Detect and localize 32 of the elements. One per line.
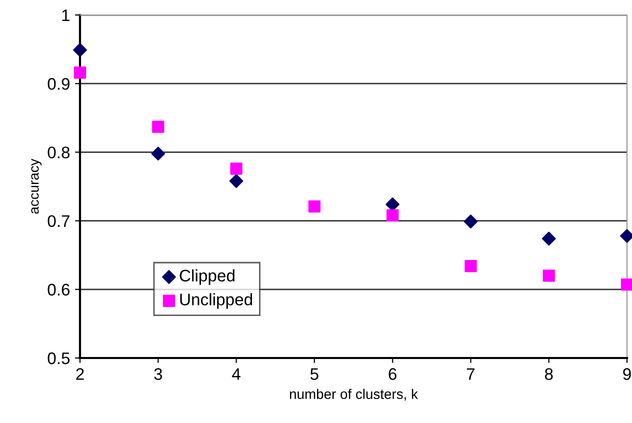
x-tick-label: 2 — [76, 368, 84, 380]
point — [620, 278, 632, 291]
y-tick-label: 1 — [62, 10, 70, 22]
x-tick-label: 3 — [154, 368, 162, 380]
point — [542, 232, 556, 246]
y-tick-label: 0.9 — [48, 78, 70, 90]
y-tick-label: 0.6 — [48, 284, 70, 296]
y-tick-label: 0.8 — [48, 146, 70, 158]
x-tick-label: 8 — [544, 368, 553, 380]
x-tick-label: 5 — [310, 368, 318, 380]
x-tick-label: 6 — [388, 368, 396, 380]
point — [464, 260, 477, 272]
legend-label: Clipped — [180, 269, 234, 285]
point — [73, 43, 87, 57]
point — [386, 209, 399, 222]
point — [151, 146, 166, 160]
x-tick-label: 7 — [466, 368, 475, 380]
x-axis-title: number of clusters, k — [290, 388, 418, 401]
x-tick-label: 4 — [232, 368, 240, 380]
point — [230, 162, 242, 175]
point — [386, 197, 400, 212]
x-tick-label: 9 — [623, 368, 631, 380]
legend-label: Unclipped — [180, 293, 252, 309]
point — [308, 200, 321, 212]
point — [74, 66, 86, 79]
y-tick-label: 0.5 — [48, 352, 70, 364]
y-axis-title: accuracy — [31, 158, 42, 214]
y-tick-label: 0.7 — [48, 215, 70, 228]
point — [464, 214, 478, 228]
point — [152, 120, 164, 133]
point — [229, 174, 244, 188]
point — [542, 270, 555, 282]
